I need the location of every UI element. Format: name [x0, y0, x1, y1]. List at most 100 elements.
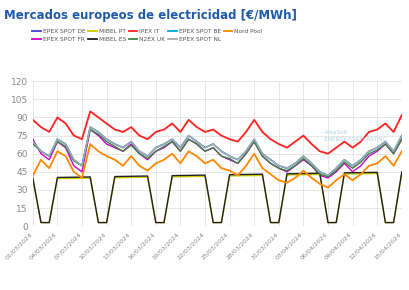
EPEX SPOT FR — [300, 158, 305, 162]
MIBEL ES — [112, 175, 117, 178]
EPEX SPOT DE — [267, 158, 272, 162]
EPEX SPOT BE — [55, 137, 60, 141]
IPEX IT — [349, 146, 354, 149]
Legend: EPEX SPOT DE, EPEX SPOT FR, MIBEL PT, MIBEL ES, IPEX IT, N2EX UK, EPEX SPOT BE, : EPEX SPOT DE, EPEX SPOT FR, MIBEL PT, MI… — [32, 29, 262, 42]
N2EX UK — [88, 128, 92, 131]
Nord Pool — [145, 169, 150, 172]
MIBEL ES — [88, 175, 92, 179]
Nord Pool — [112, 158, 117, 162]
N2EX UK — [30, 142, 35, 146]
MIBEL ES — [235, 173, 240, 176]
Line: EPEX SPOT DE: EPEX SPOT DE — [33, 127, 401, 175]
IPEX IT — [243, 130, 248, 134]
EPEX SPOT FR — [71, 164, 76, 168]
Nord Pool — [317, 182, 321, 186]
N2EX UK — [161, 145, 166, 148]
EPEX SPOT NL — [374, 146, 379, 149]
EPEX SPOT NL — [88, 125, 92, 129]
MIBEL PT — [137, 176, 142, 179]
MIBEL PT — [71, 177, 76, 180]
IPEX IT — [300, 134, 305, 137]
MIBEL ES — [169, 174, 174, 177]
MIBEL PT — [161, 221, 166, 224]
EPEX SPOT NL — [300, 154, 305, 158]
MIBEL ES — [251, 173, 256, 176]
EPEX SPOT NL — [194, 140, 199, 143]
EPEX SPOT DE — [88, 125, 92, 129]
EPEX SPOT BE — [276, 164, 281, 168]
IPEX IT — [38, 125, 43, 129]
N2EX UK — [153, 150, 158, 153]
EPEX SPOT FR — [251, 140, 256, 143]
Line: Nord Pool: Nord Pool — [33, 144, 401, 188]
EPEX SPOT BE — [227, 154, 231, 158]
EPEX SPOT BE — [267, 158, 272, 162]
EPEX SPOT DE — [243, 150, 248, 153]
N2EX UK — [63, 145, 68, 148]
EPEX SPOT FR — [366, 154, 371, 158]
N2EX UK — [235, 162, 240, 165]
EPEX SPOT DE — [120, 146, 125, 149]
MIBEL PT — [38, 221, 43, 224]
EPEX SPOT BE — [30, 140, 35, 143]
EPEX SPOT FR — [243, 152, 248, 155]
N2EX UK — [284, 169, 289, 172]
N2EX UK — [259, 154, 264, 158]
MIBEL ES — [267, 221, 272, 224]
MIBEL ES — [178, 174, 182, 177]
Nord Pool — [243, 164, 248, 168]
MIBEL ES — [333, 221, 338, 224]
EPEX SPOT NL — [317, 170, 321, 173]
EPEX SPOT DE — [333, 166, 338, 170]
EPEX SPOT BE — [259, 152, 264, 155]
MIBEL PT — [317, 173, 321, 176]
EPEX SPOT NL — [169, 137, 174, 141]
EPEX SPOT NL — [210, 142, 215, 146]
MIBEL PT — [382, 221, 387, 224]
Nord Pool — [38, 158, 43, 162]
N2EX UK — [104, 140, 109, 143]
EPEX SPOT NL — [227, 154, 231, 158]
EPEX SPOT DE — [71, 158, 76, 162]
EPEX SPOT NL — [38, 150, 43, 153]
EPEX SPOT FR — [284, 170, 289, 173]
N2EX UK — [300, 157, 305, 160]
Nord Pool — [120, 164, 125, 168]
IPEX IT — [79, 137, 84, 141]
MIBEL ES — [153, 221, 158, 224]
EPEX SPOT NL — [276, 164, 281, 168]
EPEX SPOT NL — [357, 158, 362, 162]
EPEX SPOT BE — [308, 162, 313, 165]
EPEX SPOT BE — [63, 142, 68, 146]
Nord Pool — [292, 176, 297, 180]
IPEX IT — [128, 125, 133, 129]
EPEX SPOT BE — [284, 166, 289, 170]
MIBEL PT — [292, 173, 297, 177]
N2EX UK — [178, 150, 182, 153]
EPEX SPOT NL — [161, 142, 166, 146]
Nord Pool — [178, 162, 182, 165]
N2EX UK — [398, 137, 403, 141]
MIBEL ES — [145, 174, 150, 178]
IPEX IT — [341, 140, 346, 143]
MIBEL ES — [276, 221, 281, 224]
EPEX SPOT NL — [308, 162, 313, 165]
MIBEL PT — [186, 175, 191, 178]
EPEX SPOT DE — [112, 142, 117, 146]
EPEX SPOT FR — [145, 158, 150, 162]
N2EX UK — [194, 142, 199, 146]
Nord Pool — [227, 169, 231, 172]
MIBEL ES — [218, 221, 223, 224]
EPEX SPOT DE — [161, 142, 166, 146]
MIBEL PT — [259, 174, 264, 177]
EPEX SPOT NL — [284, 166, 289, 170]
EPEX SPOT BE — [317, 170, 321, 173]
EPEX SPOT DE — [259, 152, 264, 155]
EPEX SPOT DE — [284, 166, 289, 170]
EPEX SPOT NL — [63, 142, 68, 146]
IPEX IT — [218, 134, 223, 137]
EPEX SPOT DE — [79, 164, 84, 168]
EPEX SPOT FR — [194, 142, 199, 146]
EPEX SPOT BE — [235, 158, 240, 162]
EPEX SPOT FR — [79, 170, 84, 173]
